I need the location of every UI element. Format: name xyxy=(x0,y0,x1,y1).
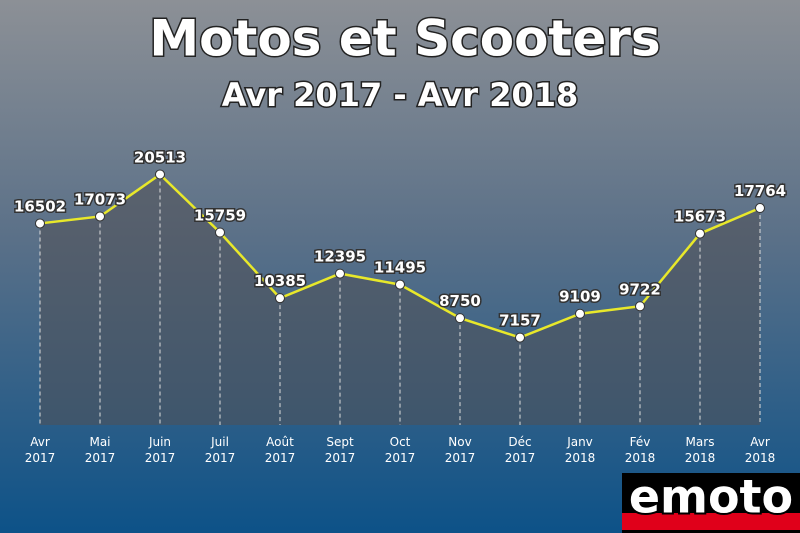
x-tick-label: 2017 xyxy=(325,451,356,465)
point xyxy=(95,211,105,222)
point xyxy=(215,227,225,238)
x-tick-label: Déc xyxy=(508,435,531,449)
x-tick-label: 2017 xyxy=(145,451,176,465)
point xyxy=(395,279,405,290)
point xyxy=(155,169,165,180)
x-tick-label: 2017 xyxy=(205,451,236,465)
value-label: 11495 xyxy=(374,259,426,277)
value-label: 8750 xyxy=(439,292,481,310)
x-tick-label: 2018 xyxy=(745,451,776,465)
x-tick-label: Juil xyxy=(210,435,229,449)
point xyxy=(635,301,645,312)
x-tick-label: Juin xyxy=(148,435,171,449)
x-tick-label: Avr xyxy=(750,435,770,449)
value-label: 17764 xyxy=(734,182,786,200)
point xyxy=(455,313,465,324)
point xyxy=(695,228,705,239)
x-tick-label: 2017 xyxy=(445,451,476,465)
value-label: 16502 xyxy=(14,197,66,215)
value-label: 10385 xyxy=(254,272,306,290)
chart-title: Motos et Scooters xyxy=(149,10,660,68)
x-tick-label: Août xyxy=(266,435,294,449)
point xyxy=(575,308,585,319)
x-tick-label: 2018 xyxy=(565,451,596,465)
x-tick-label: Avr xyxy=(30,435,50,449)
value-label: 9109 xyxy=(559,288,601,306)
x-tick-label: 2018 xyxy=(685,451,716,465)
x-tick-label: 2018 xyxy=(625,451,656,465)
point xyxy=(335,268,345,279)
point xyxy=(275,293,285,304)
x-tick-label: Mars xyxy=(686,435,715,449)
value-label: 15759 xyxy=(194,207,246,225)
value-label: 7157 xyxy=(499,312,541,330)
value-label: 12395 xyxy=(314,248,366,266)
point xyxy=(515,332,525,343)
point xyxy=(755,203,765,214)
x-tick-label: 2017 xyxy=(85,451,116,465)
x-tick-label: Janv xyxy=(566,435,593,449)
x-tick-label: 2017 xyxy=(505,451,536,465)
x-tick-label: Fév xyxy=(630,435,651,449)
x-tick-label: Oct xyxy=(390,435,411,449)
value-label: 15673 xyxy=(674,208,726,226)
point xyxy=(35,218,45,229)
value-label: 9722 xyxy=(619,280,661,298)
x-tick-label: 2017 xyxy=(25,451,56,465)
logo-bar xyxy=(622,513,800,530)
value-label: 17073 xyxy=(74,190,126,208)
value-label: 20513 xyxy=(134,148,186,166)
x-tick-label: Sept xyxy=(326,435,354,449)
chart-subtitle: Avr 2017 - Avr 2018 xyxy=(222,76,579,114)
logo: emoto xyxy=(629,470,793,524)
x-tick-label: 2017 xyxy=(385,451,416,465)
x-tick-label: 2017 xyxy=(265,451,296,465)
x-tick-label: Mai xyxy=(89,435,110,449)
x-tick-label: Nov xyxy=(448,435,471,449)
